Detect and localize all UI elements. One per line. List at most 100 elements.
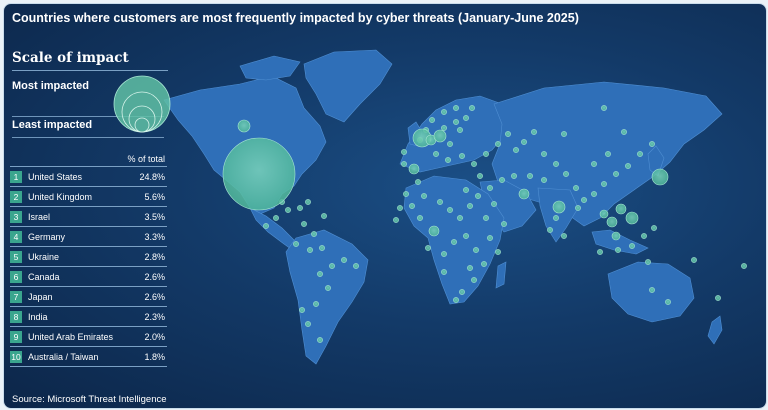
impact-bubble bbox=[518, 188, 530, 200]
impact-bubble-small bbox=[263, 223, 269, 229]
scale-title: Scale of impact bbox=[12, 50, 168, 71]
country-percent: 5.6% bbox=[144, 191, 165, 202]
impact-bubble-small bbox=[495, 249, 501, 255]
country-percent: 3.3% bbox=[144, 231, 165, 242]
table-row: 3 Israel 3.5% bbox=[10, 207, 167, 227]
impact-bubble-small bbox=[433, 151, 439, 157]
impact-bubble-small bbox=[495, 141, 501, 147]
impact-bubble-small bbox=[463, 187, 469, 193]
impact-bubbles bbox=[222, 105, 747, 343]
impact-bubble-small bbox=[625, 163, 631, 169]
table-row: 8 India 2.3% bbox=[10, 307, 167, 327]
top-countries-table: % of total 1 United States 24.8% 2 United K… bbox=[10, 154, 167, 367]
impact-bubble-small bbox=[299, 307, 305, 313]
impact-bubble-small bbox=[471, 161, 477, 167]
impact-bubble-small bbox=[615, 247, 621, 253]
percent-header: % of total bbox=[10, 154, 167, 167]
impact-bubble-small bbox=[397, 205, 403, 211]
impact-bubble-small bbox=[641, 233, 647, 239]
rank-badge: 6 bbox=[10, 270, 22, 283]
impact-bubble-small bbox=[401, 161, 407, 167]
arctic-islands-shape bbox=[239, 55, 301, 81]
greenland-shape bbox=[303, 49, 393, 123]
country-name: United Kingdom bbox=[28, 191, 93, 202]
impact-bubble-small bbox=[475, 193, 481, 199]
impact-bubble-small bbox=[499, 177, 505, 183]
impact-bubble-small bbox=[305, 321, 311, 327]
impact-bubble-small bbox=[487, 185, 493, 191]
impact-bubble-small bbox=[463, 233, 469, 239]
scale-legend: Scale of impact Most impacted Least impa… bbox=[12, 50, 171, 138]
impact-bubble bbox=[615, 203, 627, 215]
impact-bubble-small bbox=[321, 213, 327, 219]
table-row: 7 Japan 2.6% bbox=[10, 287, 167, 307]
table-row: 2 United Kingdom 5.6% bbox=[10, 187, 167, 207]
impact-bubble-small bbox=[317, 271, 323, 277]
country-percent: 1.8% bbox=[144, 351, 165, 362]
impact-bubble-small bbox=[307, 247, 313, 253]
impact-bubble-small bbox=[441, 109, 447, 115]
impact-bubble-small bbox=[353, 263, 359, 269]
impact-bubble-small bbox=[553, 215, 559, 221]
impact-bubble-small bbox=[651, 225, 657, 231]
impact-bubble-small bbox=[553, 161, 559, 167]
impact-bubble-small bbox=[541, 151, 547, 157]
table-row: 9 United Arab Emirates 2.0% bbox=[10, 327, 167, 347]
impact-bubble-small bbox=[393, 217, 399, 223]
scale-bubble-small bbox=[134, 117, 150, 133]
impact-bubble-small bbox=[531, 129, 537, 135]
table-row: 1 United States 24.8% bbox=[10, 167, 167, 187]
impact-bubble-small bbox=[591, 161, 597, 167]
country-name: Israel bbox=[28, 211, 51, 222]
impact-bubble-small bbox=[521, 139, 527, 145]
impact-bubble-small bbox=[511, 173, 517, 179]
impact-bubble-small bbox=[649, 141, 655, 147]
scale-bubbles bbox=[113, 75, 171, 133]
rank-badge: 1 bbox=[10, 170, 22, 183]
country-name: Japan bbox=[28, 291, 53, 302]
impact-bubble-small bbox=[429, 117, 435, 123]
impact-bubble-small bbox=[459, 153, 465, 159]
impact-bubble bbox=[611, 231, 621, 241]
map-card: Countries where customers are most frequ… bbox=[3, 3, 767, 409]
impact-bubble-small bbox=[457, 215, 463, 221]
impact-bubble-small bbox=[547, 227, 553, 233]
rank-badge: 5 bbox=[10, 250, 22, 263]
impact-bubble-small bbox=[437, 199, 443, 205]
rank-badge: 10 bbox=[10, 350, 22, 363]
impact-bubble-small bbox=[447, 207, 453, 213]
rank-badge: 4 bbox=[10, 230, 22, 243]
impact-bubble-small bbox=[421, 193, 427, 199]
impact-bubble bbox=[552, 200, 566, 214]
impact-bubble-small bbox=[601, 181, 607, 187]
impact-bubble-small bbox=[451, 239, 457, 245]
impact-bubble-small bbox=[481, 261, 487, 267]
impact-bubble bbox=[408, 163, 420, 175]
rank-badge: 8 bbox=[10, 310, 22, 323]
scale-divider bbox=[12, 116, 164, 117]
most-impacted-label: Most impacted bbox=[12, 80, 90, 92]
rank-badge: 9 bbox=[10, 330, 22, 343]
new-zealand-shape bbox=[707, 315, 723, 345]
impact-bubble-small bbox=[715, 295, 721, 301]
impact-bubble-small bbox=[473, 247, 479, 253]
impact-bubble-small bbox=[467, 265, 473, 271]
impact-bubble-small bbox=[417, 215, 423, 221]
impact-bubble-small bbox=[459, 289, 465, 295]
rank-badge: 2 bbox=[10, 190, 22, 203]
impact-bubble-small bbox=[471, 277, 477, 283]
impact-bubble-small bbox=[645, 259, 651, 265]
impact-bubble-small bbox=[311, 231, 317, 237]
table-row: 10 Australia / Taiwan 1.8% bbox=[10, 347, 167, 367]
country-name: Canada bbox=[28, 271, 60, 282]
impact-bubble-small bbox=[329, 263, 335, 269]
world-map bbox=[163, 49, 747, 365]
country-name: Australia / Taiwan bbox=[28, 351, 99, 362]
impact-bubble-small bbox=[441, 125, 447, 131]
impact-bubble-small bbox=[613, 171, 619, 177]
country-percent: 2.8% bbox=[144, 251, 165, 262]
impact-bubble bbox=[606, 216, 618, 228]
impact-bubble-small bbox=[501, 221, 507, 227]
country-percent: 24.8% bbox=[139, 171, 165, 182]
country-percent: 3.5% bbox=[144, 211, 165, 222]
